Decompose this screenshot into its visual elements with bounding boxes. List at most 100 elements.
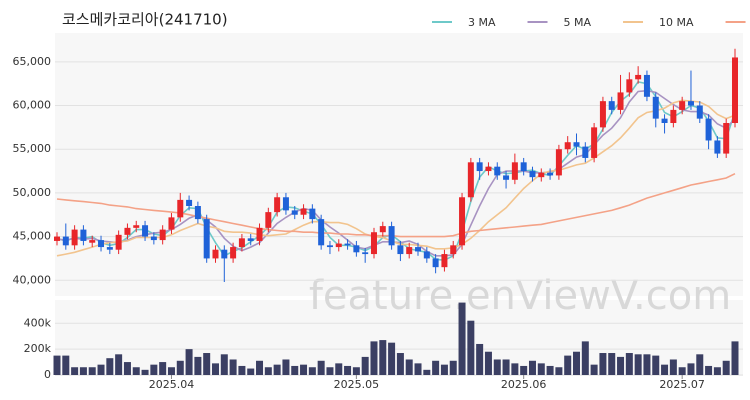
price-panel xyxy=(55,33,743,296)
y-tick-label: 400k xyxy=(24,316,52,329)
volume-bar xyxy=(564,355,572,375)
candle-body xyxy=(115,234,122,250)
candle-body xyxy=(538,172,545,178)
volume-bar xyxy=(335,363,343,375)
candle-body xyxy=(265,212,272,228)
volume-bar xyxy=(53,355,61,375)
volume-bar xyxy=(722,360,730,375)
volume-bar xyxy=(669,359,677,375)
volume-bar xyxy=(573,351,581,375)
volume-bar xyxy=(370,341,378,375)
volume-bar xyxy=(273,364,281,375)
volume-bar xyxy=(150,364,158,375)
volume-bar xyxy=(414,363,422,375)
candle-body xyxy=(300,208,307,215)
volume-bar xyxy=(493,359,501,375)
chart-title: 코스메카코리아(241710) xyxy=(62,11,228,29)
volume-bar xyxy=(194,356,202,375)
y-tick-label: 65,000 xyxy=(13,55,52,68)
volume-bar xyxy=(449,360,457,375)
candle-body xyxy=(238,238,245,248)
candle-body xyxy=(661,118,668,123)
volume-bar xyxy=(661,364,669,375)
x-tick-label: 2025.06 xyxy=(501,378,547,391)
legend-label: 3 MA xyxy=(468,16,496,29)
candle-body xyxy=(467,162,474,198)
y-tick-label: 50,000 xyxy=(13,186,52,199)
volume-bar xyxy=(555,367,563,375)
candle-body xyxy=(599,101,606,128)
volume-bar xyxy=(62,355,70,375)
volume-bar xyxy=(176,360,184,375)
y-tick-label: 0 xyxy=(44,368,51,381)
candle-body xyxy=(168,217,175,230)
candle-body xyxy=(564,142,571,150)
candle-body xyxy=(555,149,562,176)
candle-body xyxy=(379,226,386,233)
candle-body xyxy=(98,240,105,248)
volume-bar xyxy=(423,369,431,375)
volume-bar xyxy=(520,365,528,375)
candle-body xyxy=(150,236,157,241)
candle-body xyxy=(432,258,439,268)
volume-bar xyxy=(79,367,87,375)
volume-bar xyxy=(652,355,660,375)
candle-body xyxy=(608,101,615,110)
candle-body xyxy=(370,232,377,255)
volume-bar xyxy=(159,362,167,375)
volume-bar xyxy=(705,365,713,375)
volume-bar xyxy=(608,353,616,375)
volume-bar xyxy=(211,363,219,375)
volume-bar xyxy=(643,354,651,375)
volume-bar xyxy=(405,359,413,375)
candle-body xyxy=(177,199,184,218)
candle-body xyxy=(353,245,360,253)
volume-bar xyxy=(599,353,607,375)
ma-line xyxy=(56,172,736,238)
x-tick-label: 2025.04 xyxy=(149,378,195,391)
volume-bar xyxy=(203,353,211,375)
candle-body xyxy=(80,229,87,241)
volume-bar xyxy=(167,367,175,375)
candle-body xyxy=(362,252,369,255)
volume-bar xyxy=(502,359,510,375)
candle-body xyxy=(485,166,492,172)
volume-bar xyxy=(687,363,695,375)
candle-body xyxy=(71,229,78,246)
candle-body xyxy=(282,197,289,211)
volume-bar xyxy=(537,363,545,375)
y-tick-label: 200k xyxy=(24,342,52,355)
volume-bar xyxy=(440,364,448,375)
candle-body xyxy=(335,243,342,248)
candle-body xyxy=(142,225,149,237)
candle-body xyxy=(503,175,510,180)
candle-body xyxy=(159,229,166,241)
volume-bar xyxy=(282,359,290,375)
volume-bar xyxy=(713,367,721,375)
volume-bar xyxy=(97,364,105,375)
candle-body xyxy=(326,245,333,248)
candle-body xyxy=(388,226,395,246)
volume-bar xyxy=(247,368,255,375)
volume-bar xyxy=(132,367,140,375)
candle-body xyxy=(635,74,642,80)
candle-body xyxy=(106,247,113,250)
volume-bar xyxy=(229,359,237,375)
candle-body xyxy=(203,219,210,259)
candle-body xyxy=(547,172,554,176)
candle-body xyxy=(511,162,518,180)
volume-bar xyxy=(220,354,228,375)
y-tick-label: 40,000 xyxy=(13,273,52,286)
volume-bar xyxy=(590,364,598,375)
candle-body xyxy=(186,199,193,207)
volume-bar xyxy=(185,349,193,375)
y-tick-label: 55,000 xyxy=(13,142,52,155)
candle-body xyxy=(723,122,730,154)
candle-body xyxy=(450,245,457,255)
candle-body xyxy=(318,219,325,246)
candle-body xyxy=(62,236,69,246)
candle-body xyxy=(415,247,422,252)
volume-bar xyxy=(528,360,536,375)
candle-body xyxy=(494,166,501,176)
candle-body xyxy=(520,162,527,172)
